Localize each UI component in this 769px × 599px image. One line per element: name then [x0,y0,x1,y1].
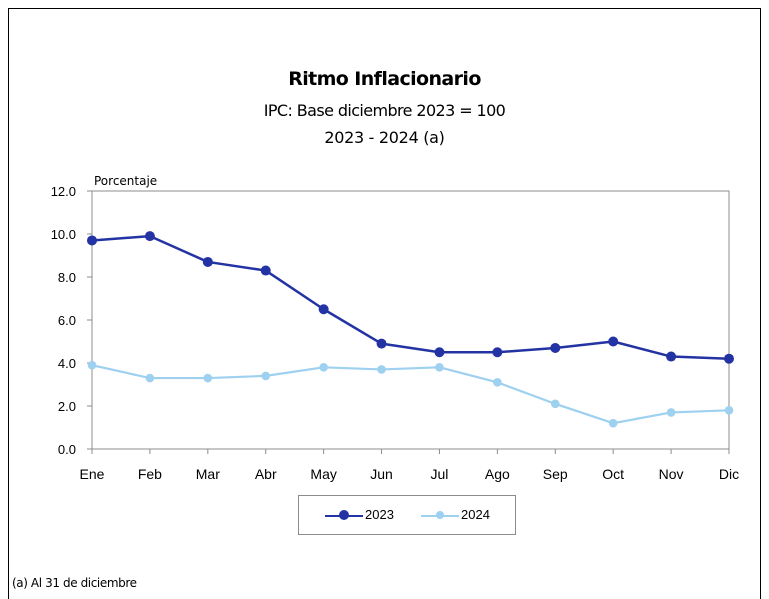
data-point-2024 [87,360,97,370]
x-tick-label: Ago [485,466,510,482]
data-point-2024 [261,371,271,381]
y-tick-label: 4.0 [58,356,76,371]
y-tick-label: 2.0 [58,399,76,414]
x-tick-label: May [310,466,336,482]
legend-marker-2023 [339,510,349,520]
data-point-2023 [318,304,329,315]
data-point-2023 [434,347,445,358]
data-point-2024 [203,373,213,383]
x-tick-label: Feb [138,466,162,482]
data-point-2024 [435,363,444,372]
x-tick-label: Mar [196,466,220,482]
data-point-2024 [493,378,502,387]
data-point-2023 [87,235,97,246]
x-tick-label: Abr [255,466,277,482]
x-tick-label: Sep [543,466,568,482]
series-line-2024 [91,364,730,425]
x-tick-label: Ene [80,466,105,482]
chart-title: Ritmo Inflacionario [288,68,481,90]
y-tick-label: 6.0 [58,313,76,328]
data-point-2023 [724,353,734,364]
x-tick-label: Jun [370,466,393,482]
data-point-2024 [319,363,328,372]
data-point-2023 [260,265,271,276]
y-tick-label: 10.0 [51,227,76,242]
footnote: (a) Al 31 de diciembre [12,576,137,590]
x-tick-label: Jul [431,466,449,482]
data-point-2024 [608,418,618,428]
series-line-2023 [91,234,730,360]
data-point-2023 [376,338,387,349]
plot-area [91,190,730,450]
y-tick-label: 12.0 [51,184,76,199]
legend-marker-2024 [436,511,444,519]
data-point-2023 [492,347,503,358]
chart-frame [8,8,761,599]
data-point-2024 [145,373,155,383]
legend-label-2023: 2023 [365,507,394,522]
data-point-2024 [550,399,560,409]
x-tick-label: Nov [659,466,684,482]
legend: 2023 2024 [298,495,516,535]
chart-period: 2023 - 2024 (a) [324,128,445,147]
data-point-2023 [144,231,155,242]
y-tick-label: 0.0 [58,442,76,457]
data-point-2024 [377,365,386,374]
y-axis-label: Porcentaje [94,174,158,188]
data-point-2023 [608,336,619,347]
chart-subtitle: IPC: Base diciembre 2023 = 100 [263,101,506,120]
x-tick-label: Oct [602,466,624,482]
legend-label-2024: 2024 [461,507,490,522]
data-point-2023 [202,256,213,267]
data-point-2023 [666,351,677,362]
data-point-2024 [666,408,676,417]
data-point-2024 [724,406,734,415]
y-tick-label: 8.0 [58,270,76,285]
x-tick-label: Dic [719,466,739,482]
data-point-2023 [550,342,561,353]
